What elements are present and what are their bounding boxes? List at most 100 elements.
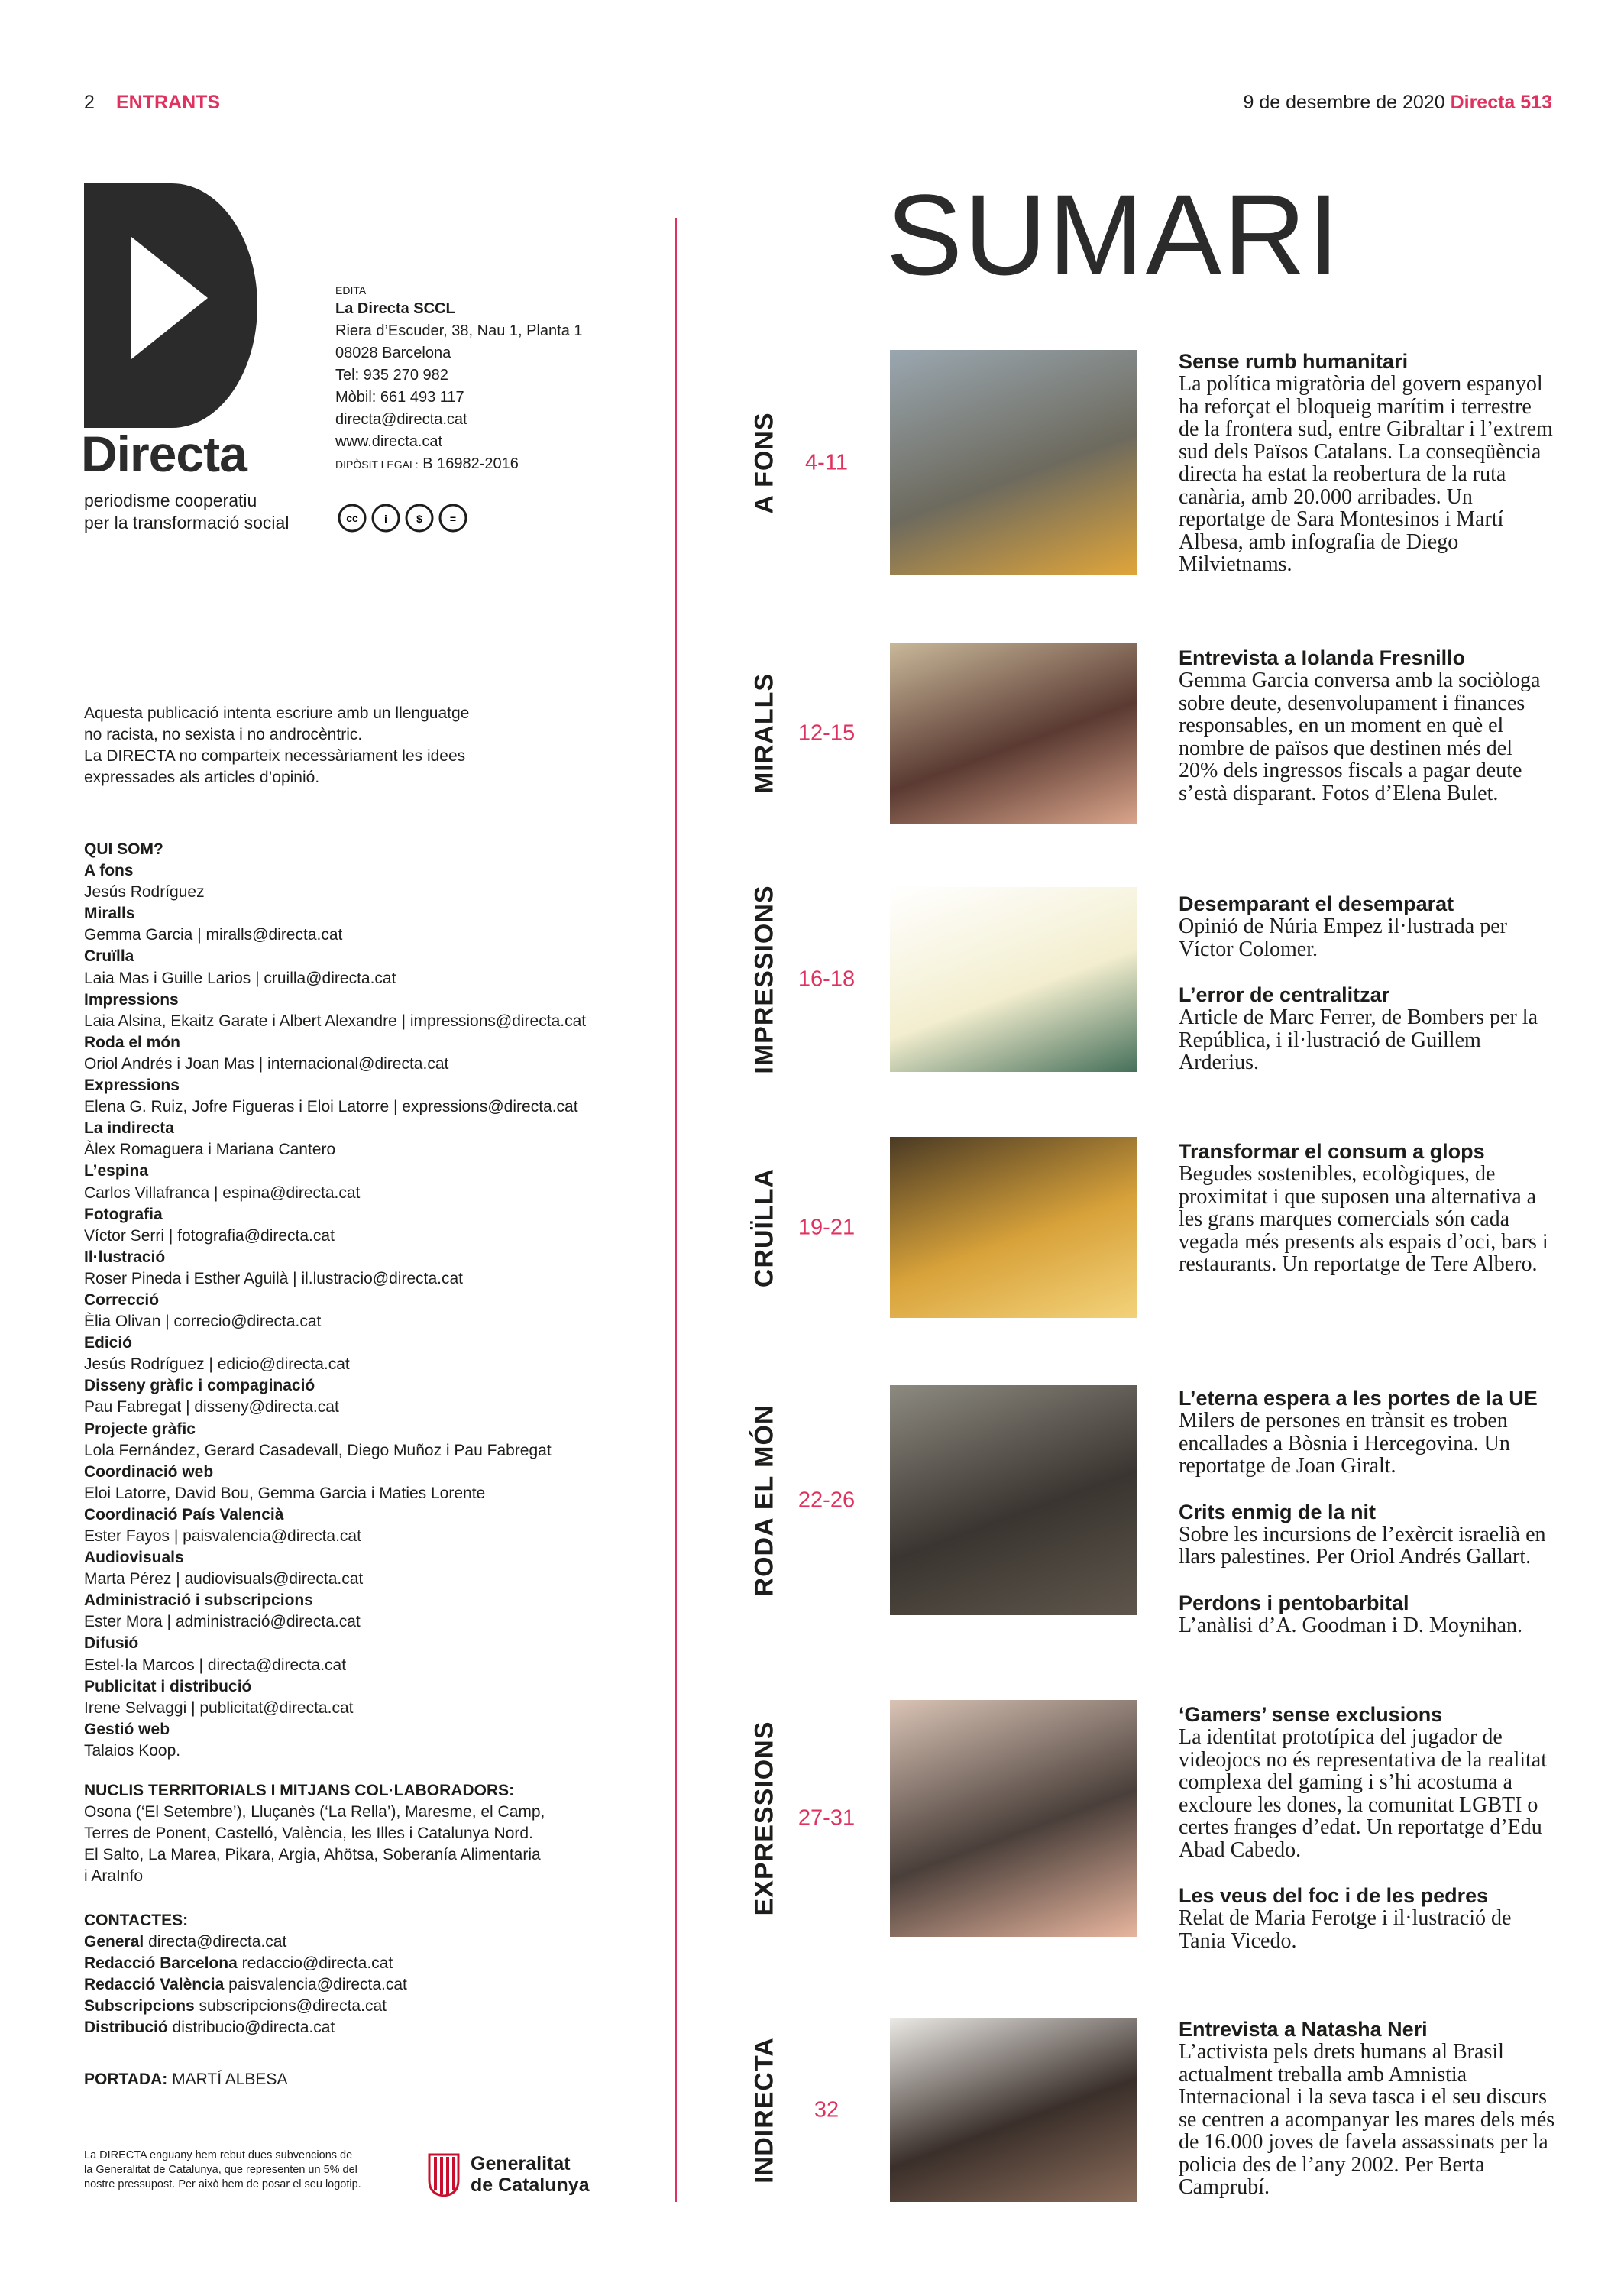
photo bbox=[890, 2018, 1137, 2202]
deposit-label: DIPÒSIT LEGAL: bbox=[335, 458, 419, 471]
section-articles: L’eterna espera a les portes de la UE Mil… bbox=[1179, 1387, 1557, 1637]
article-body: Article de Marc Ferrer, de Bombers per l… bbox=[1179, 1005, 1538, 1074]
edita-line: directa@directa.cat bbox=[335, 411, 467, 428]
section-pages: 19-21 bbox=[797, 1215, 856, 1239]
staff-role: La indirecta bbox=[84, 1119, 174, 1138]
section-pages: 16-18 bbox=[797, 967, 856, 992]
staff-role: Coordinació País Valencià bbox=[84, 1505, 284, 1523]
staff-names: Talaios Koop. bbox=[84, 1741, 181, 1760]
contact-label: Redacció València bbox=[84, 1976, 225, 1994]
cover: PORTADA: MARTÍ ALBESA bbox=[84, 2069, 287, 2090]
divider bbox=[675, 218, 677, 2202]
photo bbox=[890, 643, 1137, 824]
contact-value: subscripcions@directa.cat bbox=[199, 1997, 387, 2016]
article: Entrevista a Natasha Neri L’activista pel… bbox=[1179, 2018, 1557, 2199]
deposit-value: B 16982-2016 bbox=[422, 455, 519, 472]
staff-role: Expressions bbox=[84, 1077, 180, 1095]
staff-names: Gemma Garcia | miralls@directa.cat bbox=[84, 926, 343, 944]
edita-name: La Directa SCCL bbox=[335, 300, 455, 317]
contact-value: redaccio@directa.cat bbox=[241, 1954, 393, 1973]
staff-role: Gestió web bbox=[84, 1720, 170, 1738]
edita-label: EDITA bbox=[335, 284, 367, 296]
staff-names: Eloi Latorre, David Bou, Gemma Garcia i … bbox=[84, 1484, 486, 1502]
section-name: RODA EL MÓN bbox=[749, 1404, 779, 1596]
article: Perdons i pentobarbital L’anàlisi d’A. Go… bbox=[1179, 1591, 1557, 1637]
deposit: DIPÒSIT LEGAL: B 16982-2016 bbox=[335, 453, 583, 476]
staff-names: Carlos Villafranca | espina@directa.cat bbox=[84, 1183, 361, 1202]
subsidy-line: La DIRECTA enguany hem rebut dues subven… bbox=[84, 2149, 353, 2161]
tagline: periodisme cooperatiu per la transformac… bbox=[84, 490, 289, 534]
staff-names: Ester Fayos | paisvalencia@directa.cat bbox=[84, 1527, 361, 1545]
generalitat-logo: Generalitat de Catalunya bbox=[471, 2153, 590, 2196]
edita-line: www.directa.cat bbox=[335, 433, 443, 450]
issue: Directa 513 bbox=[1450, 92, 1552, 113]
svg-text:=: = bbox=[450, 513, 456, 525]
article-title: L’eterna espera a les portes de la UE bbox=[1179, 1387, 1538, 1410]
section-name: CRUÏLLA bbox=[749, 1167, 779, 1287]
staff-role: Audiovisuals bbox=[84, 1549, 184, 1567]
article-body: Opinió de Núria Empez il·lustrada per Ví… bbox=[1179, 915, 1507, 961]
photo bbox=[890, 1137, 1137, 1318]
contacts-title: CONTACTES: bbox=[84, 1912, 189, 1929]
staff-role: Disseny gràfic i compaginació bbox=[84, 1377, 315, 1395]
staff-names: Oriol Andrés i Joan Mas | internacional@… bbox=[84, 1054, 449, 1073]
section-articles: Entrevista a Natasha Neri L’activista pel… bbox=[1179, 2018, 1557, 2199]
section-pages: 27-31 bbox=[797, 1805, 856, 1831]
staff-names: Èlia Olivan | correcio@directa.cat bbox=[84, 1313, 322, 1331]
staff-role: Administració i subscripcions bbox=[84, 1591, 313, 1610]
disclaimer-line: no racista, no sexista i no androcèntric… bbox=[84, 726, 363, 744]
staff-role: Difusió bbox=[84, 1634, 139, 1653]
disclaimer-line: expressades als articles d’opinió. bbox=[84, 769, 320, 787]
tagline-line: periodisme cooperatiu bbox=[84, 491, 257, 510]
svg-text:cc: cc bbox=[346, 512, 358, 524]
staff-names: Marta Pérez | audiovisuals@directa.cat bbox=[84, 1570, 364, 1588]
contact-row: Redacció València paisvalencia@directa.c… bbox=[84, 1974, 680, 1996]
page-number: 2 bbox=[84, 92, 95, 113]
article-body: La identitat prototípica del jugador de … bbox=[1179, 1725, 1548, 1862]
article-title: Les veus del foc i de les pedres bbox=[1179, 1884, 1489, 1907]
edita: EDITA La Directa SCCL Riera d’Escuder, 3… bbox=[335, 283, 583, 476]
staff-role: Publicitat i distribució bbox=[84, 1677, 252, 1695]
staff-names: Roser Pineda i Esther Aguilà | il.lustra… bbox=[84, 1269, 464, 1287]
nuclis-title: NUCLIS TERRITORIALS I MITJANS COL·LABORA… bbox=[84, 1782, 515, 1799]
generalitat-icon bbox=[428, 2153, 460, 2197]
generalitat-line: Generalitat bbox=[471, 2153, 571, 2174]
logo: cc i $ = bbox=[84, 183, 467, 533]
staff-names: Laia Mas i Guille Larios | cruilla@direc… bbox=[84, 969, 396, 987]
sumari-title: SUMARI bbox=[886, 170, 1341, 299]
article-title: ‘Gamers’ sense exclusions bbox=[1179, 1703, 1443, 1726]
article-body: La política migratòria del govern espany… bbox=[1179, 372, 1553, 576]
staff-names: Irene Selvaggi | publicitat@directa.cat bbox=[84, 1698, 354, 1717]
staff-role: Impressions bbox=[84, 990, 179, 1009]
article: Transformar el consum a glops Begudes sos… bbox=[1179, 1140, 1557, 1276]
section-name: IMPRESSIONS bbox=[749, 885, 779, 1074]
section-articles: Desemparant el desemparat Opinió de Núria… bbox=[1179, 892, 1557, 1074]
staff-names: Elena G. Ruiz, Jofre Figueras i Eloi Lat… bbox=[84, 1098, 578, 1116]
cc-glyphs: cc i $ = bbox=[346, 512, 456, 525]
staff-names: Laia Alsina, Ekaitz Garate i Albert Alex… bbox=[84, 1012, 587, 1030]
section-pages: 32 bbox=[814, 2097, 839, 2122]
photo bbox=[890, 350, 1137, 575]
article-body: Gemma Garcia conversa amb la sociòloga s… bbox=[1179, 669, 1541, 805]
photo bbox=[890, 887, 1137, 1072]
contact-row: General directa@directa.cat bbox=[84, 1931, 680, 1953]
article: Entrevista a Iolanda Fresnillo Gemma Garc… bbox=[1179, 646, 1557, 805]
article-title: Transformar el consum a glops bbox=[1179, 1140, 1485, 1163]
article-title: L’error de centralitzar bbox=[1179, 983, 1390, 1006]
tagline-line: per la transformació social bbox=[84, 513, 290, 533]
disclaimer-line: Aquesta publicació intenta escriure amb … bbox=[84, 704, 470, 722]
staff: QUI SOM? A fons Jesús Rodríguez Miralls Gemm… bbox=[84, 839, 680, 1762]
photo bbox=[890, 1385, 1137, 1615]
logo-text: Directa bbox=[81, 426, 247, 482]
article: ‘Gamers’ sense exclusions La identitat pr… bbox=[1179, 1703, 1557, 1861]
disclaimer: Aquesta publicació intenta escriure amb … bbox=[84, 703, 680, 788]
article-title: Crits enmig de la nit bbox=[1179, 1500, 1377, 1523]
article-body: Sobre les incursions de l’exèrcit israel… bbox=[1179, 1522, 1546, 1569]
article-body: L’anàlisi d’A. Goodman i D. Moynihan. bbox=[1179, 1613, 1523, 1637]
svg-text:i: i bbox=[384, 513, 387, 525]
staff-role: Correcció bbox=[84, 1290, 160, 1309]
staff-names: Lola Fernández, Gerard Casadevall, Diego… bbox=[84, 1441, 552, 1459]
section-articles: Sense rumb humanitari La política migratò… bbox=[1179, 350, 1557, 576]
article-title: Perdons i pentobarbital bbox=[1179, 1591, 1409, 1614]
staff-names: Jesús Rodríguez bbox=[84, 883, 205, 902]
